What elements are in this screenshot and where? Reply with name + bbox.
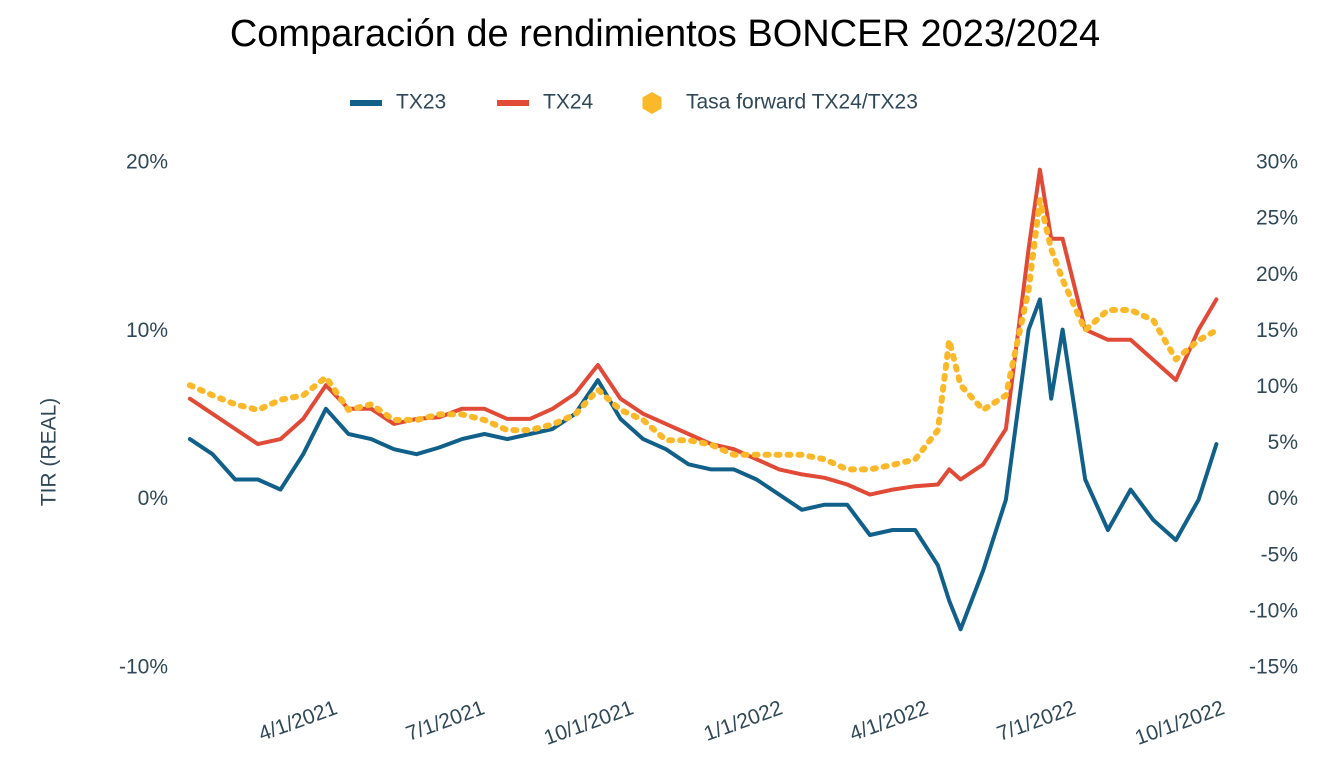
- y2-tick-label: 20%: [1256, 263, 1298, 286]
- line-series: [187, 297, 1219, 632]
- y2-tick-label: -15%: [1249, 656, 1298, 679]
- y2-tick-label: -5%: [1261, 543, 1298, 566]
- y-tick-label: 20%: [126, 151, 168, 174]
- legend-label: TX24: [543, 91, 594, 114]
- y2-tick-label: 15%: [1256, 319, 1298, 342]
- y2-tick-label: -10%: [1249, 599, 1298, 622]
- x-tick-label: 4/1/2021: [256, 696, 341, 746]
- x-tick-label: 7/1/2021: [403, 696, 488, 746]
- y-tick-label: 10%: [126, 319, 168, 342]
- x-tick-label: 7/1/2022: [994, 696, 1079, 746]
- x-tick-label: 10/1/2022: [1132, 696, 1228, 750]
- y-axis-label: TIR (REAL): [38, 398, 61, 507]
- y-tick-label: -10%: [119, 656, 168, 679]
- legend-marker: [642, 92, 662, 114]
- legend-label: TX23: [396, 91, 446, 114]
- chart-title: Comparación de rendimientos BONCER 2023/…: [230, 13, 1100, 55]
- y2-tick-label: 10%: [1256, 375, 1298, 398]
- y2-tick-label: 5%: [1268, 431, 1298, 454]
- y2-tick-label: 25%: [1256, 207, 1298, 230]
- x-tick-label: 1/1/2022: [701, 696, 786, 746]
- y2-tick-label: 0%: [1268, 487, 1298, 510]
- x-tick-label: 4/1/2022: [847, 696, 932, 746]
- y2-tick-label: 30%: [1256, 151, 1298, 174]
- y-tick-label: 0%: [138, 487, 168, 510]
- x-tick-label: 10/1/2021: [541, 696, 637, 750]
- legend-label: Tasa forward TX24/TX23: [686, 91, 918, 114]
- line-series: [186, 197, 1220, 473]
